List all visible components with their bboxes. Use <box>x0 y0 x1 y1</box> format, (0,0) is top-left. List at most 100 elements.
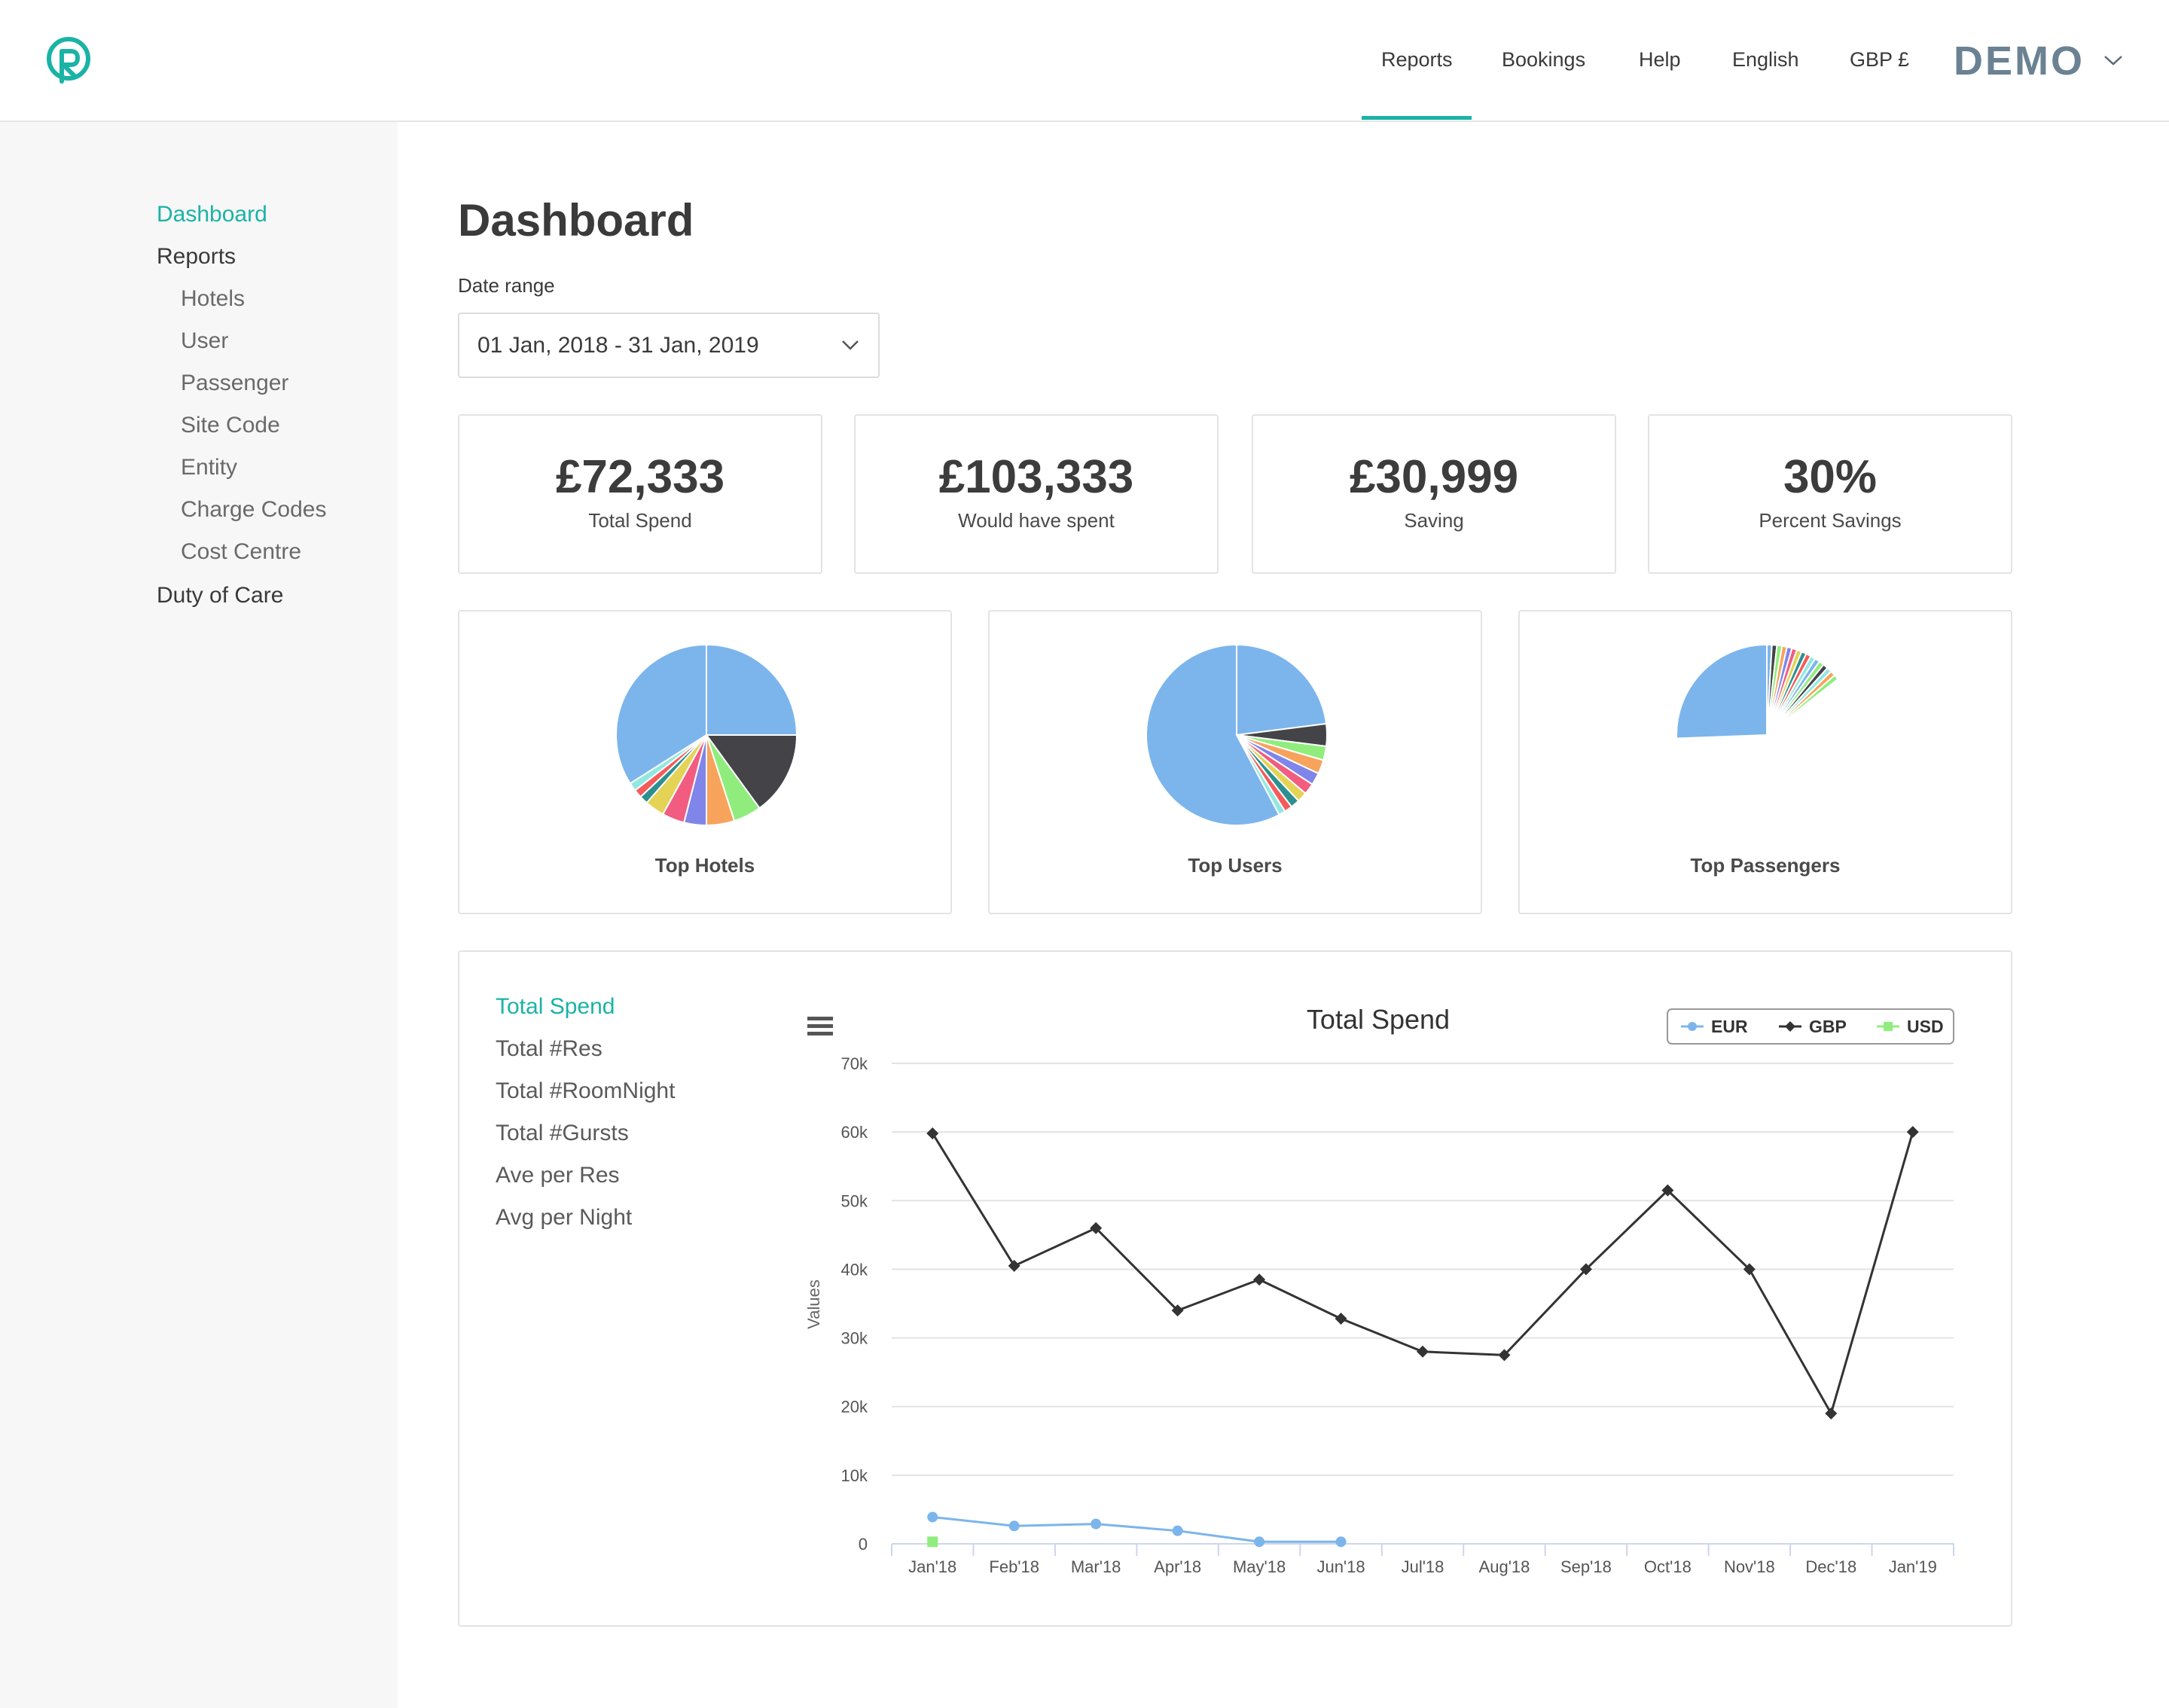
data-point-gbp[interactable] <box>1906 1126 1919 1139</box>
sidebar-item-reports[interactable]: Reports <box>157 244 236 269</box>
metric-total-spend[interactable]: Total Spend <box>496 994 615 1019</box>
metric-ave-per-res[interactable]: Ave per Res <box>496 1163 620 1188</box>
data-point-gbp[interactable] <box>1253 1273 1266 1286</box>
nav-bookings[interactable]: Bookings <box>1502 48 1586 71</box>
stat-value: 30% <box>1783 451 1878 503</box>
pie-card-top-passengers[interactable]: Top Passengers <box>1518 610 2012 914</box>
data-point-eur[interactable] <box>1254 1536 1265 1548</box>
nav-reports[interactable]: Reports <box>1381 48 1453 71</box>
chart-grid: 0 10k 20k 30k 40k 50k 60k 70k Jan'18 Feb'18 Mar'18… <box>841 1054 1954 1576</box>
total-spend-chart-card: Total Spend Total #Res Total #RoomNight … <box>458 950 2012 1627</box>
chart-series <box>926 1126 1919 1548</box>
data-point-eur[interactable] <box>1091 1518 1102 1530</box>
sidebar-item-passenger[interactable]: Passenger <box>181 371 289 395</box>
pie-label: Top Passengers <box>1690 854 1841 877</box>
pie-card-top-users[interactable]: Top Users <box>988 610 1482 914</box>
legend-marker <box>1884 1022 1893 1031</box>
pie-card-top-hotels[interactable]: Top Hotels <box>458 610 952 914</box>
legend-marker <box>1688 1022 1697 1031</box>
data-point-usd[interactable] <box>927 1536 938 1548</box>
y-tick-label: 0 <box>859 1535 868 1554</box>
pie-slice[interactable] <box>705 734 798 810</box>
stat-value: £30,999 <box>1349 451 1519 503</box>
logo-icon[interactable] <box>42 35 95 87</box>
nav-language[interactable]: English <box>1732 48 1799 71</box>
page-title: Dashboard <box>458 195 694 246</box>
pie-slice[interactable] <box>706 643 798 736</box>
chevron-down-icon <box>842 340 859 350</box>
stat-label: Percent Savings <box>1759 509 1902 532</box>
x-tick-label: Apr'18 <box>1154 1557 1201 1576</box>
x-tick-label: Sep'18 <box>1560 1557 1612 1576</box>
data-point-eur[interactable] <box>1172 1525 1183 1536</box>
sidebar: Dashboard Reports Hotels User Passenger … <box>0 122 398 1708</box>
data-point-eur[interactable] <box>927 1511 938 1523</box>
legend-item-usd[interactable]: USD <box>1877 1017 1944 1036</box>
x-tick-label: Jan'19 <box>1889 1557 1937 1576</box>
legend-marker <box>1785 1021 1795 1032</box>
sidebar-item-cost-centre[interactable]: Cost Centre <box>181 539 302 564</box>
sidebar-item-duty-of-care[interactable]: Duty of Care <box>157 583 284 608</box>
data-point-eur[interactable] <box>1008 1520 1020 1532</box>
data-point-gbp[interactable] <box>1579 1263 1592 1276</box>
pie-slice[interactable] <box>1676 643 1768 740</box>
legend-label: USD <box>1907 1017 1944 1036</box>
pie-slice[interactable] <box>1236 643 1328 737</box>
sidebar-item-dashboard[interactable]: Dashboard <box>157 202 267 227</box>
nav-help[interactable]: Help <box>1639 48 1681 71</box>
active-nav-indicator <box>1362 116 1472 120</box>
stat-label: Saving <box>1404 509 1464 532</box>
stat-card-would-have-spent: £103,333 Would have spent <box>854 414 1219 574</box>
pie-slice[interactable] <box>1146 643 1280 826</box>
data-point-eur[interactable] <box>1335 1536 1347 1548</box>
data-point-gbp[interactable] <box>1417 1345 1429 1358</box>
x-tick-label: May'18 <box>1233 1557 1286 1576</box>
legend-box <box>1667 1008 1954 1045</box>
series-line-gbp[interactable] <box>931 1131 1914 1417</box>
x-tick-label: Aug'18 <box>1479 1557 1530 1576</box>
nav-currency[interactable]: GBP £ <box>1850 48 1910 71</box>
legend-item-eur[interactable]: EUR <box>1681 1017 1748 1036</box>
account-name[interactable]: DEMO <box>1954 38 2085 84</box>
pie-label: Top Users <box>1188 854 1283 877</box>
data-point-gbp[interactable] <box>926 1127 939 1139</box>
stat-card-total-spend: £72,333 Total Spend <box>458 414 822 574</box>
y-tick-label: 70k <box>841 1054 868 1073</box>
date-range-value: 01 Jan, 2018 - 31 Jan, 2019 <box>477 333 759 358</box>
data-point-gbp[interactable] <box>1743 1263 1756 1276</box>
sidebar-item-entity[interactable]: Entity <box>181 455 238 480</box>
legend-item-gbp[interactable]: GBP <box>1779 1017 1847 1036</box>
x-tick-label: Jan'18 <box>908 1557 956 1576</box>
top-passengers-pie[interactable] <box>1673 642 1860 828</box>
metric-total-roomnight[interactable]: Total #RoomNight <box>496 1078 676 1103</box>
sidebar-item-charge-codes[interactable]: Charge Codes <box>181 497 327 522</box>
chart-title: Total Spend <box>1307 1004 1450 1035</box>
data-point-gbp[interactable] <box>1661 1184 1674 1197</box>
x-tick-label: Nov'18 <box>1724 1557 1775 1576</box>
metric-total-res[interactable]: Total #Res <box>496 1036 602 1061</box>
date-range-select[interactable]: 01 Jan, 2018 - 31 Jan, 2019 <box>458 313 880 378</box>
y-tick-label: 50k <box>841 1191 868 1210</box>
metric-total-gursts[interactable]: Total #Gursts <box>496 1121 629 1145</box>
data-point-gbp[interactable] <box>1090 1222 1103 1234</box>
data-point-gbp[interactable] <box>1335 1313 1347 1325</box>
data-point-gbp[interactable] <box>1498 1349 1511 1362</box>
sidebar-item-user[interactable]: User <box>181 328 229 353</box>
x-tick-label: Mar'18 <box>1071 1557 1121 1576</box>
data-point-gbp[interactable] <box>1008 1259 1020 1272</box>
top-hotels-pie[interactable] <box>613 642 800 828</box>
sidebar-item-site-code[interactable]: Site Code <box>181 413 280 438</box>
top-users-pie[interactable] <box>1143 642 1330 828</box>
y-tick-label: 20k <box>841 1398 868 1417</box>
pie-slice[interactable] <box>615 643 707 785</box>
sidebar-item-hotels[interactable]: Hotels <box>181 286 246 311</box>
stat-value: £72,333 <box>555 451 725 503</box>
pie-slice[interactable] <box>1676 678 1858 826</box>
data-point-gbp[interactable] <box>1171 1304 1184 1317</box>
series-line-eur[interactable] <box>932 1515 1341 1543</box>
menu-icon[interactable] <box>807 1017 833 1035</box>
pie-label: Top Hotels <box>654 854 755 877</box>
chevron-down-icon[interactable] <box>2103 53 2124 68</box>
data-point-gbp[interactable] <box>1825 1407 1838 1420</box>
metric-avg-per-night[interactable]: Avg per Night <box>496 1205 633 1230</box>
